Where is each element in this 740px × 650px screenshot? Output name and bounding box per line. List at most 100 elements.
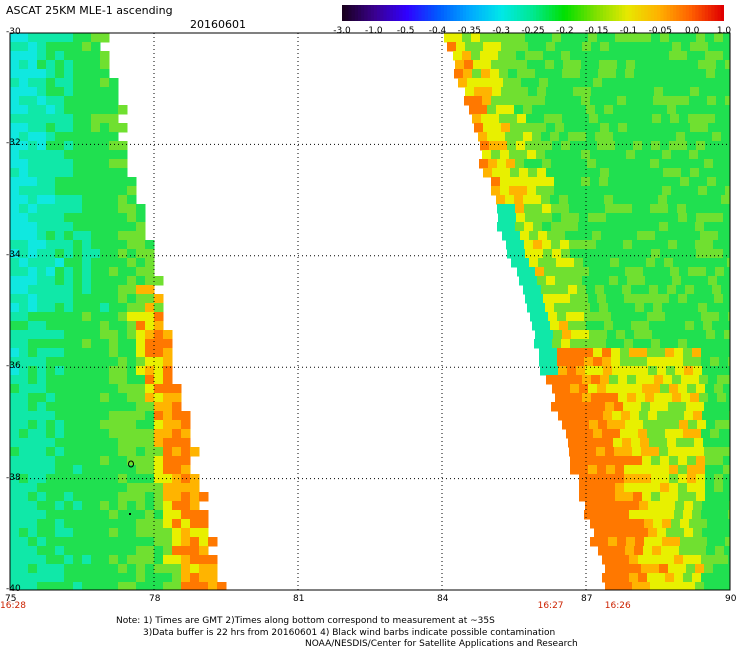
swath-cell: [527, 96, 537, 106]
swath-cell: [145, 447, 155, 457]
swath-cell: [127, 366, 137, 376]
swath-cell: [55, 195, 65, 205]
swath-cell: [680, 519, 690, 529]
swath-cell: [100, 60, 110, 70]
swath-cell: [551, 240, 561, 250]
swath-cell: [638, 510, 648, 520]
swath-cell: [612, 528, 622, 538]
swath-cell: [181, 411, 191, 421]
swath-cell: [82, 123, 92, 133]
swath-cell: [654, 393, 664, 403]
swath-cell: [109, 87, 119, 97]
swath-cell: [37, 411, 47, 421]
swath-cell: [480, 51, 490, 61]
swath-cell: [163, 339, 173, 349]
swath-cell: [598, 546, 608, 556]
swath-cell: [154, 384, 164, 394]
swath-cell: [118, 204, 128, 214]
swath-cell: [662, 303, 672, 313]
swath-cell: [725, 186, 730, 196]
swath-cell: [483, 87, 493, 97]
swath-cell: [660, 213, 670, 223]
swath-cell: [118, 411, 128, 421]
swath-cell: [172, 519, 182, 529]
swath-cell: [643, 420, 653, 430]
swath-cell: [624, 213, 634, 223]
latitude-label: -38: [6, 472, 21, 483]
swath-cell: [710, 573, 720, 583]
swath-cell: [714, 465, 724, 475]
swath-cell: [618, 276, 628, 286]
swath-cell: [555, 168, 565, 178]
swath-cell: [91, 249, 101, 259]
swath-cell: [623, 159, 633, 169]
swath-cell: [109, 294, 119, 304]
swath-cell: [454, 69, 464, 79]
swath-cell: [552, 339, 562, 349]
swath-cell: [19, 393, 29, 403]
swath-cell: [597, 465, 607, 475]
swath-cell: [706, 114, 716, 124]
swath-cell: [570, 294, 580, 304]
colorbar-segment: [657, 5, 661, 21]
swath-cell: [592, 231, 602, 241]
swath-cell: [642, 492, 652, 502]
swath-cell: [569, 204, 579, 214]
swath-cell: [127, 249, 137, 259]
swath-cell: [708, 276, 718, 286]
swath-cell: [172, 555, 182, 565]
swath-cell: [10, 510, 20, 520]
swath-cell: [633, 456, 643, 466]
swath-cell: [643, 546, 653, 556]
swath-cell: [697, 546, 707, 556]
swath-cell: [654, 375, 664, 385]
swath-cell: [649, 285, 659, 295]
swath-cell: [73, 123, 83, 133]
swath-cell: [657, 411, 667, 421]
swath-cell: [666, 501, 676, 511]
swath-cell: [82, 150, 92, 160]
swath-cell: [64, 483, 74, 493]
swath-cell: [480, 33, 490, 43]
swath-cell: [55, 267, 65, 277]
swath-cell: [553, 330, 563, 340]
swath-cell: [37, 141, 47, 151]
latitude-label: -30: [6, 27, 21, 37]
swath-cell: [658, 321, 668, 331]
swath-cell: [606, 483, 616, 493]
swath-cell: [154, 501, 164, 511]
swath-cell: [507, 213, 517, 223]
swath-cell: [543, 33, 553, 43]
swath-cell: [172, 528, 182, 538]
swath-cell: [37, 51, 47, 61]
swath-cell: [208, 573, 218, 583]
swath-cell: [728, 510, 730, 520]
swath-cell: [621, 366, 631, 376]
swath-cell: [82, 159, 92, 169]
swath-cell: [28, 501, 38, 511]
swath-cell: [669, 384, 679, 394]
swath-cell: [545, 186, 555, 196]
swath-cell: [28, 33, 38, 43]
swath-cell: [642, 294, 652, 304]
swath-cell: [515, 222, 525, 232]
swath-cell: [118, 519, 128, 529]
swath-cell: [19, 204, 29, 214]
swath-cell: [634, 69, 644, 79]
colorbar-segment: [440, 5, 445, 21]
swath-cell: [127, 231, 137, 241]
swath-cell: [708, 168, 718, 178]
swath-cell: [82, 402, 92, 412]
swath-cell: [539, 348, 549, 358]
swath-cell: [136, 582, 146, 590]
swath-cell: [10, 339, 20, 349]
swath-cell: [608, 60, 618, 70]
swath-cell: [725, 96, 730, 106]
swath-cell: [580, 114, 590, 124]
swath-cell: [91, 303, 101, 313]
swath-cell: [638, 573, 648, 583]
swath-cell: [154, 330, 164, 340]
swath-cell: [82, 438, 92, 448]
swath-cell: [127, 258, 137, 268]
swath-cell: [46, 393, 56, 403]
